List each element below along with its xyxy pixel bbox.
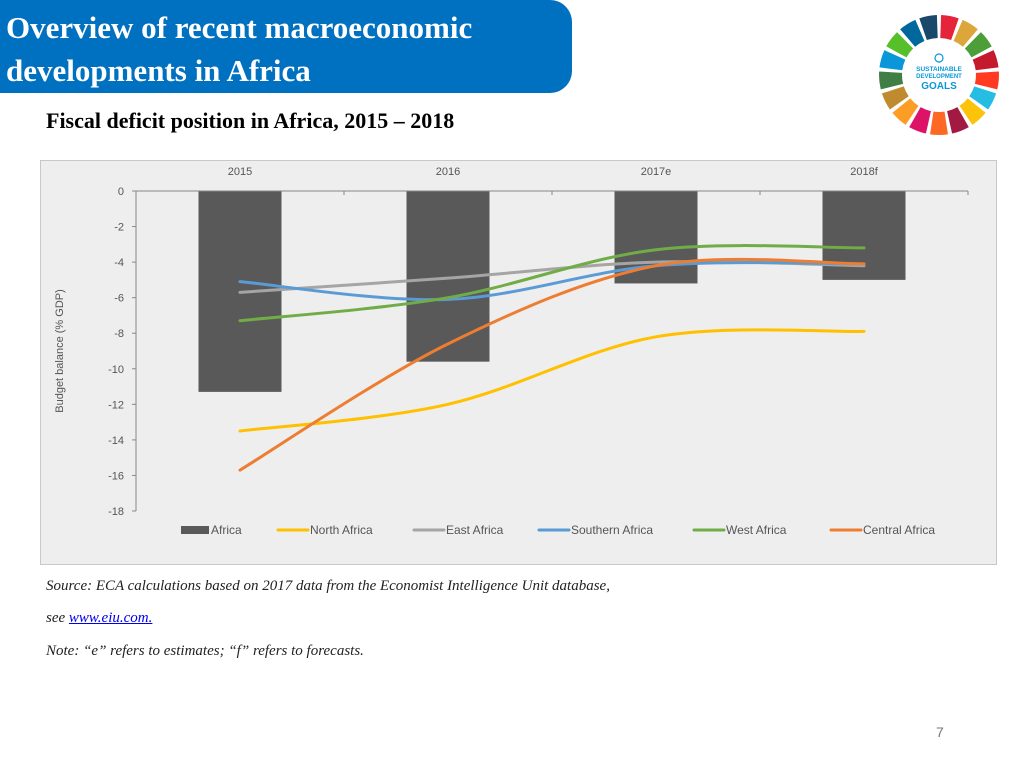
title-banner: Overview of recent macroeconomic develop…: [0, 0, 572, 93]
sdg-ring-segment: [947, 107, 969, 134]
sdg-ring-segment: [900, 19, 925, 47]
series-line-central-africa: [238, 257, 866, 472]
page-number: 7: [936, 724, 944, 740]
logo-text-line-3: GOALS: [921, 81, 957, 92]
y-axis-label: Budget balance (% GDP): [54, 289, 66, 413]
legend-swatch-africa: [181, 526, 209, 534]
legend-label-central-africa: Central Africa: [863, 523, 935, 537]
sdg-ring-segment: [969, 86, 997, 110]
x-tick-label: 2018f: [850, 166, 878, 178]
y-tick-label: -14: [108, 435, 124, 447]
y-tick-label: -16: [108, 470, 124, 482]
page-title: Overview of recent macroeconomic develop…: [6, 10, 473, 88]
un-emblem-icon: [934, 53, 944, 63]
legend-label-africa: Africa: [211, 523, 242, 537]
series-line-southern-africa: [238, 261, 866, 302]
sdg-ring-segment: [881, 86, 909, 110]
sdg-ring-segment: [972, 50, 999, 71]
chart-title: Fiscal deficit position in Africa, 2015 …: [46, 108, 455, 133]
sdg-ring-segment: [953, 19, 978, 47]
sdg-ring-segment: [886, 32, 914, 58]
eiu-link[interactable]: www.eiu.com.: [68, 610, 153, 626]
sdg-ring-segment: [919, 15, 938, 41]
legend-label-east-africa: East Africa: [446, 523, 504, 537]
sdg-ring-segment: [909, 107, 931, 134]
sdg-ring-segment: [879, 71, 904, 90]
sdg-ring-segment: [879, 50, 906, 71]
sdg-ring-segment: [892, 98, 919, 125]
see-line: see www.eiu.com.: [46, 610, 152, 627]
y-tick-label: -6: [114, 293, 124, 305]
note-line: Note: “e” refers to estimates; “f” refer…: [46, 643, 364, 659]
y-tick-label: 0: [118, 186, 124, 198]
sdg-goals-logo: SUSTAINABLE DEVELOPMENT GOALS: [879, 15, 999, 136]
logo-text-line-2: DEVELOPMENT: [916, 74, 962, 80]
logo-text-line-1: SUSTAINABLE: [916, 66, 962, 73]
x-tick-label: 2015: [228, 166, 252, 178]
y-tick-label: -4: [114, 257, 124, 269]
series-line-north-africa: [238, 328, 866, 433]
sdg-ring-segment: [959, 98, 986, 125]
see-label: see: [46, 610, 69, 626]
y-tick-label: -10: [108, 364, 124, 376]
x-tick-label: 2016: [436, 166, 460, 178]
y-tick-label: -2: [114, 222, 124, 234]
sdg-ring-segment: [940, 15, 959, 41]
series-line-west-africa: [238, 244, 866, 323]
y-tick-label: -12: [108, 399, 124, 411]
chart-area: 0 -2 -4 -6 -8 -10 -12 -14 -16 -18 2015 2016 2017e 201…: [40, 160, 997, 565]
y-tick-label: -8: [114, 328, 124, 340]
legend-label-west-africa: West Africa: [726, 523, 787, 537]
source-line: Source: ECA calculations based on 2017 d…: [46, 578, 610, 594]
x-tick-label: 2017e: [641, 166, 672, 178]
sdg-ring-segment: [974, 71, 999, 90]
y-tick-label: -18: [108, 506, 124, 518]
sdg-ring-segment: [964, 32, 992, 58]
sdg-ring-segment: [930, 111, 948, 136]
series-line-east-africa: [238, 260, 866, 294]
fiscal-deficit-chart: 0 -2 -4 -6 -8 -10 -12 -14 -16 -18 2015 2016 2017e 201…: [54, 166, 969, 537]
legend-label-north-africa: North Africa: [310, 523, 373, 537]
legend-label-southern-africa: Southern Africa: [571, 523, 653, 537]
